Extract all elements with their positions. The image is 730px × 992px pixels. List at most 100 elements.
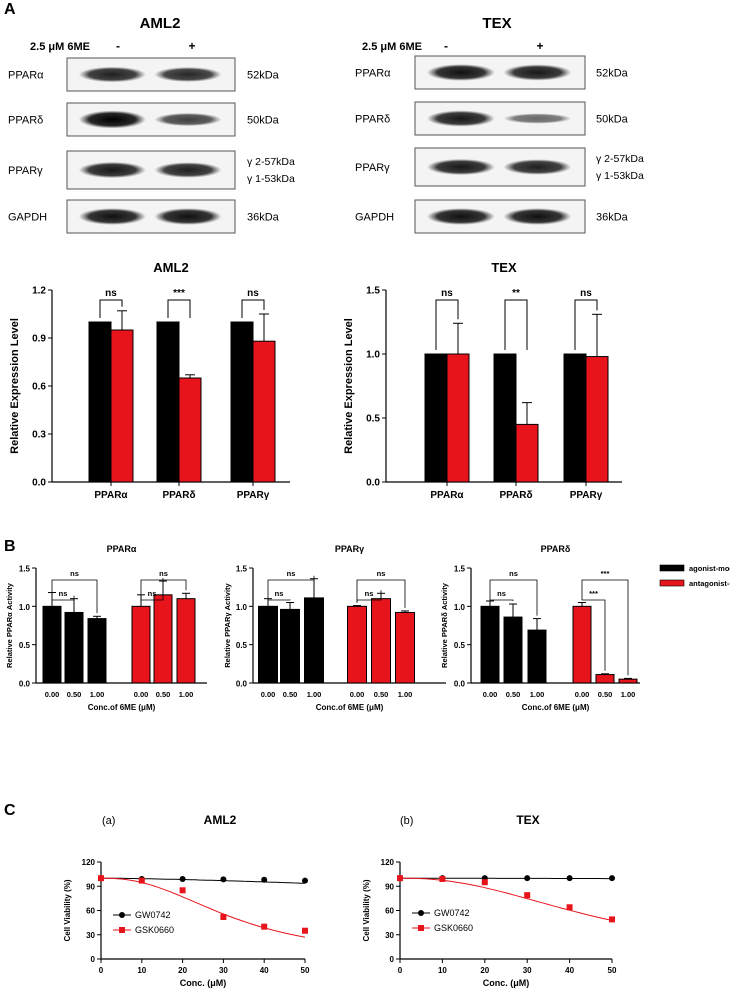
x-tick-label: PPARα bbox=[94, 490, 128, 501]
bar bbox=[131, 605, 151, 684]
lane-label: - bbox=[444, 39, 448, 53]
chart-title: TEX bbox=[491, 260, 517, 275]
size-label: 52kDa bbox=[596, 68, 629, 80]
bar bbox=[618, 678, 638, 684]
size-label: 52kDa bbox=[247, 70, 280, 82]
scatter-chart-5: (a) AML2 0 30 60 90 120 0 10 20 30 40 50 Conc. (μM) Ce… bbox=[63, 813, 310, 988]
significance-bracket bbox=[574, 299, 598, 350]
significance-bracket bbox=[504, 299, 528, 350]
x-tick-label: 0.00 bbox=[575, 690, 590, 699]
significance-bracket bbox=[167, 299, 191, 318]
y-axis-label: Relative PPARδ Activity bbox=[440, 582, 449, 668]
x-tick-label: 20 bbox=[178, 966, 187, 975]
y-tick-label: 90 bbox=[86, 882, 95, 891]
lane-label: - bbox=[116, 39, 120, 53]
x-tick-label: 40 bbox=[565, 966, 574, 975]
bar bbox=[304, 597, 324, 684]
y-tick-label: 1.5 bbox=[19, 565, 31, 574]
blot-band bbox=[154, 112, 222, 127]
bar bbox=[572, 605, 592, 684]
bar bbox=[258, 605, 278, 684]
data-point bbox=[302, 877, 308, 884]
significance-label: ns bbox=[287, 569, 296, 578]
size-label: 50kDa bbox=[596, 114, 629, 126]
x-tick-label: 0.50 bbox=[598, 690, 613, 699]
data-point bbox=[138, 877, 145, 884]
y-tick-label: 60 bbox=[86, 907, 95, 916]
x-tick-label: 30 bbox=[523, 966, 532, 975]
bar bbox=[280, 608, 300, 684]
y-tick-label: 1.5 bbox=[366, 286, 380, 297]
treatment-label: 2.5 μM 6ME bbox=[30, 41, 90, 53]
western-blots: AML2 2.5 μM 6ME - + PPARα 52kDa PPARδ 50kDa PPAR… bbox=[8, 15, 644, 234]
bar bbox=[64, 611, 84, 684]
significance-bracket bbox=[140, 578, 164, 601]
data-point bbox=[179, 875, 186, 882]
y-tick-label: 0.0 bbox=[19, 680, 31, 689]
x-tick-label: 50 bbox=[301, 966, 310, 975]
y-tick-label: 1.5 bbox=[454, 565, 466, 574]
lane-label: + bbox=[536, 39, 543, 53]
chart-title: PPARδ bbox=[541, 544, 571, 554]
size-label: 36kDa bbox=[596, 212, 629, 224]
blot-band bbox=[78, 208, 146, 225]
x-tick-label: 0.50 bbox=[506, 690, 521, 699]
significance-bracket bbox=[489, 597, 514, 602]
y-tick-label: 90 bbox=[385, 882, 394, 891]
legend-label: GW0742 bbox=[434, 908, 470, 918]
bar-chart-1: TEX Relative Expression Level 0.0 0.5 1.0 1.5… bbox=[343, 260, 622, 501]
blot-band bbox=[503, 64, 572, 81]
bar bbox=[585, 356, 609, 483]
data-point bbox=[98, 875, 104, 882]
x-tick-label: 0.00 bbox=[45, 690, 60, 699]
y-axis-label: Cell Viability (%) bbox=[362, 879, 371, 941]
legend-marker bbox=[418, 925, 424, 931]
bar bbox=[527, 629, 547, 684]
y-tick-label: 0 bbox=[390, 955, 395, 964]
data-point bbox=[524, 892, 531, 899]
significance-label: ns bbox=[497, 589, 506, 598]
y-axis-label: Relative PPARγ Activity bbox=[223, 582, 232, 667]
fit-line bbox=[101, 877, 306, 884]
blot-title: TEX bbox=[482, 15, 511, 32]
x-tick-label: PPARγ bbox=[570, 490, 603, 501]
protein-label: GAPDH bbox=[8, 212, 47, 224]
bar bbox=[563, 353, 587, 483]
protein-label: PPARα bbox=[355, 68, 391, 80]
x-tick-label: PPARδ bbox=[162, 490, 195, 501]
significance-bracket bbox=[267, 595, 291, 601]
significance-bracket bbox=[51, 579, 98, 614]
blot-band bbox=[503, 159, 572, 175]
size-label: γ 1-53kDa bbox=[247, 173, 295, 185]
x-axis-label: Conc.of 6ME (μM) bbox=[522, 703, 590, 712]
panel-label-b: B bbox=[4, 538, 16, 555]
panel-label-a: A bbox=[4, 1, 16, 18]
x-tick-label: 0.00 bbox=[134, 690, 149, 699]
legend-label: GW0742 bbox=[135, 910, 171, 920]
data-point bbox=[481, 879, 488, 886]
x-tick-label: 30 bbox=[219, 966, 228, 975]
bar bbox=[595, 674, 615, 684]
data-point bbox=[397, 875, 403, 882]
western-blot-tex: TEX 2.5 μM 6ME - + PPARα 52kDa PPARδ 50kDa PPARγ… bbox=[355, 15, 644, 234]
significance-bracket bbox=[51, 589, 75, 601]
treatment-label: 2.5 μM 6ME bbox=[362, 41, 422, 53]
blot-band bbox=[154, 208, 222, 225]
x-tick-label: 40 bbox=[260, 966, 269, 975]
size-label: γ 2-57kDa bbox=[247, 156, 295, 168]
x-tick-label: 10 bbox=[438, 966, 447, 975]
legend-swatch bbox=[659, 579, 685, 587]
legend-marker bbox=[119, 927, 125, 933]
x-tick-label: 10 bbox=[137, 966, 146, 975]
data-point bbox=[566, 875, 573, 882]
y-tick-label: 0 bbox=[91, 955, 96, 964]
y-axis-label: Cell Viability (%) bbox=[63, 879, 72, 941]
x-axis-label: Conc. (μM) bbox=[180, 978, 227, 988]
significance-label: ns bbox=[159, 569, 168, 578]
data-point bbox=[220, 876, 227, 883]
legend-label: GSK0660 bbox=[434, 923, 473, 933]
significance-bracket bbox=[581, 579, 629, 676]
bar bbox=[446, 353, 470, 483]
x-tick-label: PPARγ bbox=[237, 490, 270, 501]
y-tick-label: 0.3 bbox=[32, 430, 46, 441]
